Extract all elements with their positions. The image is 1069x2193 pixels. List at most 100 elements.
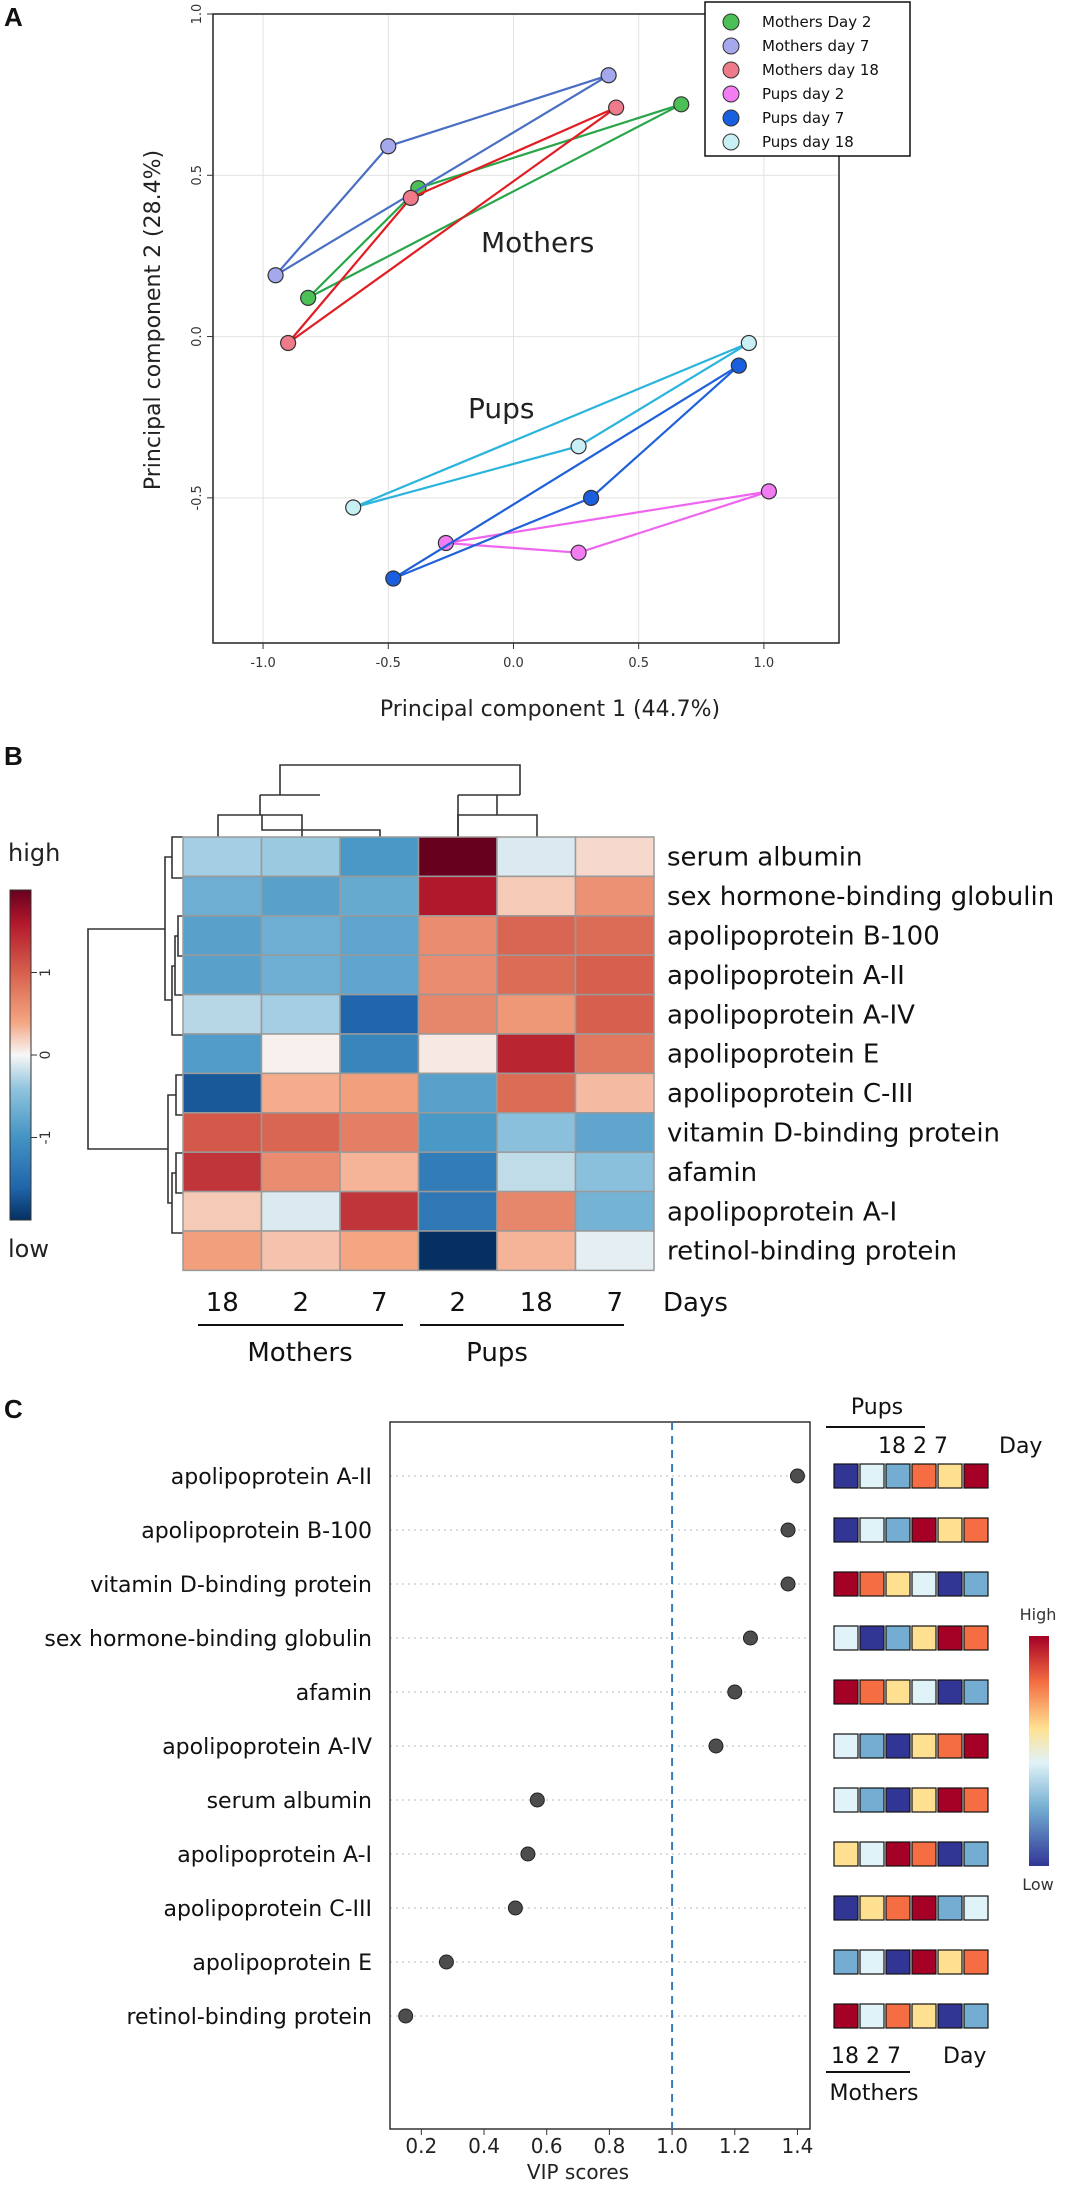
heatmap-cell xyxy=(260,993,341,1035)
vip-x-tick-label: 0.8 xyxy=(593,2134,625,2158)
heatmap-row-label: serum albumin xyxy=(667,843,862,873)
mini-heatmap-cell xyxy=(833,1841,859,1867)
data-point xyxy=(600,67,617,84)
mini-heatmap-cell xyxy=(963,1463,989,1489)
y-tick-label: 1.0 xyxy=(190,4,205,25)
mini-heatmap-cell xyxy=(911,2003,937,2029)
vip-x-tick-label: 1.0 xyxy=(656,2134,688,2158)
heatmap-cell xyxy=(182,993,263,1035)
mini-heatmap-cell xyxy=(833,1625,859,1651)
x-tick-label: -1.0 xyxy=(250,656,275,671)
heatmap-cell xyxy=(182,915,263,956)
mini-heatmap-cell xyxy=(937,1949,963,1975)
legend-marker xyxy=(722,37,740,55)
mini-heatmap-cell xyxy=(833,1895,859,1921)
y-tick-label: 0.0 xyxy=(190,326,205,347)
heatmap-cell xyxy=(496,1112,577,1153)
mini-heatmap-cell xyxy=(885,1571,911,1597)
series-triangle-1 xyxy=(274,74,610,277)
mini-heatmap-cell xyxy=(859,1679,885,1705)
heatmap-row-label: vitamin D-binding protein xyxy=(667,1119,1000,1149)
heatmap-cell xyxy=(417,1072,498,1114)
mini-heatmap-cell xyxy=(885,1517,911,1543)
mini-heatmap-cell xyxy=(911,1895,937,1921)
data-point xyxy=(380,138,397,155)
heatmap-cell xyxy=(417,1190,498,1232)
data-point xyxy=(583,489,600,506)
mini-heatmap-cell xyxy=(911,1517,937,1543)
scale-tick-label: 0 xyxy=(38,1051,54,1060)
vip-score-dot xyxy=(708,1738,724,1754)
heatmap-cell xyxy=(417,954,498,996)
mini-heatmap-cell xyxy=(833,1517,859,1543)
vip-score-dot xyxy=(398,2008,414,2024)
mini-heatmap-cell xyxy=(859,1517,885,1543)
series-triangle-3 xyxy=(445,490,770,554)
heatmap-cell xyxy=(260,1190,341,1232)
mini-heatmap-cell xyxy=(885,1463,911,1489)
heatmap-cell xyxy=(182,1033,263,1075)
mini-heatmap-cell xyxy=(963,1841,989,1867)
heatmap-cell xyxy=(339,836,420,878)
heatmap-cell xyxy=(182,1112,263,1153)
heatmap-cell xyxy=(339,1151,420,1193)
mini-mothers-label: Mothers xyxy=(829,2081,918,2106)
mini-heatmap-cell xyxy=(937,1463,963,1489)
heatmap-cell xyxy=(574,1112,655,1153)
mini-heatmap-cell xyxy=(833,1949,859,1975)
data-point xyxy=(300,289,317,306)
mini-heatmap-cell xyxy=(937,1625,963,1651)
heatmap-cell xyxy=(260,954,341,996)
heatmap-cell xyxy=(182,1230,263,1272)
mini-heatmap-cell xyxy=(963,1895,989,1921)
vip-protein-label: apolipoprotein B-100 xyxy=(141,1519,372,1544)
mini-heatmap-cell xyxy=(911,1949,937,1975)
heatmap-cell xyxy=(417,1151,498,1193)
vip-score-dot xyxy=(507,1900,523,1916)
mini-heatmap-cell xyxy=(885,1949,911,1975)
mini-heatmap-cell xyxy=(911,1679,937,1705)
heatmap-row-label: apolipoprotein E xyxy=(667,1040,879,1070)
panel-a-letter: A xyxy=(4,2,23,32)
heatmap-cell xyxy=(339,875,420,917)
vip-protein-label: apolipoprotein E xyxy=(192,1951,372,1976)
heatmap-cell xyxy=(496,1033,577,1075)
mini-heatmap-cell xyxy=(833,1571,859,1597)
heatmap-cell xyxy=(496,915,577,956)
scale-tick-label: 1 xyxy=(38,968,54,977)
vip-score-dot xyxy=(727,1684,743,1700)
heatmap-row-label: apolipoprotein B-100 xyxy=(667,922,940,952)
heatmap-cell xyxy=(496,993,577,1035)
data-point xyxy=(267,267,284,284)
data-point xyxy=(740,334,757,352)
vip-x-tick-label: 1.2 xyxy=(719,2134,751,2158)
heatmap-cell xyxy=(339,1230,420,1272)
heatmap-cell xyxy=(339,1112,420,1153)
heatmap-color-scale xyxy=(9,889,32,1221)
mini-heatmap-cell xyxy=(859,1571,885,1597)
mini-heatmap-cell xyxy=(885,1841,911,1867)
scale-tick-label: -1 xyxy=(38,1131,54,1145)
heatmap-column-label: 18 xyxy=(206,1288,239,1318)
panel-a-pca-chart: A -1.0 -0.5 0.0 0.5 1.0 -0.5 0.0 0.5 1.0 Mother… xyxy=(4,1,911,722)
legend-marker xyxy=(722,13,740,31)
mini-heatmap-cell xyxy=(885,2003,911,2029)
mini-heatmap-cell xyxy=(937,1787,963,1813)
heatmap-cell xyxy=(574,1151,655,1193)
heatmap-cell xyxy=(574,915,655,956)
heatmap-cell xyxy=(339,993,420,1035)
data-point xyxy=(345,499,362,516)
heatmap-cell xyxy=(417,1033,498,1075)
vip-score-dot xyxy=(789,1468,805,1484)
vip-x-tick-label: 0.4 xyxy=(468,2134,500,2158)
heatmap-cell xyxy=(574,1230,655,1272)
heatmap-cell xyxy=(339,1190,420,1232)
mini-heatmap-cell xyxy=(937,1517,963,1543)
vip-x-tick-label: 0.6 xyxy=(531,2134,563,2158)
heatmap-cell xyxy=(260,1230,341,1272)
heatmap-cell xyxy=(574,875,655,917)
heatmap-cell xyxy=(260,1072,341,1114)
mini-heatmap-cell xyxy=(963,1571,989,1597)
mini-heatmap-cell xyxy=(963,1733,989,1759)
vip-x-tick-label: 0.2 xyxy=(405,2134,437,2158)
